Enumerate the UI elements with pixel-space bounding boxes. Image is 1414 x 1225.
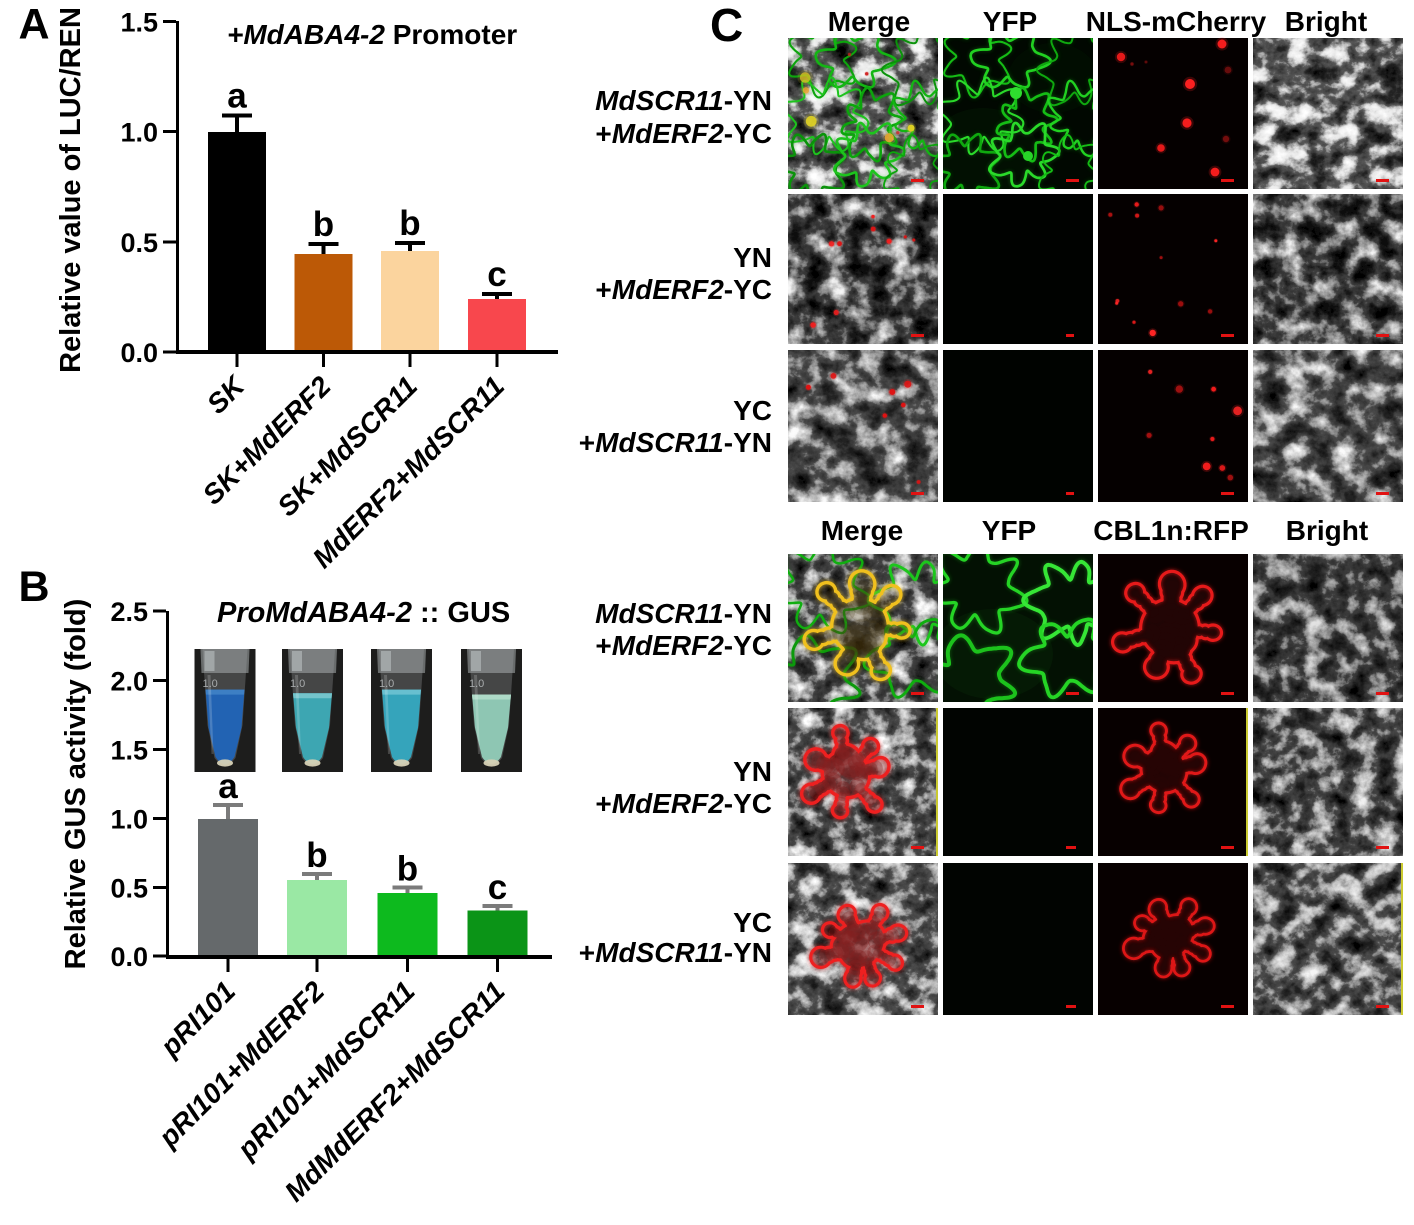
svg-text:YFP: YFP <box>982 515 1036 546</box>
svg-text:1.0: 1.0 <box>379 678 394 690</box>
svg-text:1.0: 1.0 <box>110 805 148 835</box>
svg-text:0.0: 0.0 <box>120 338 158 368</box>
svg-text:b: b <box>397 850 418 889</box>
svg-text:MdSCR11-YN: MdSCR11-YN <box>595 598 772 629</box>
svg-text:Merge: Merge <box>828 6 910 37</box>
svg-text:0.5: 0.5 <box>110 874 148 904</box>
svg-text:Relative GUS activity (fold): Relative GUS activity (fold) <box>60 599 92 970</box>
svg-text:A: A <box>19 1 50 49</box>
svg-text:B: B <box>19 563 50 611</box>
svg-text:YC: YC <box>733 395 772 426</box>
svg-text:YFP: YFP <box>983 6 1037 37</box>
svg-text:1.5: 1.5 <box>120 8 158 38</box>
svg-text:+MdSCR11-YN: +MdSCR11-YN <box>579 427 772 458</box>
svg-text:Bright: Bright <box>1286 515 1368 546</box>
svg-text:+MdERF2-YC: +MdERF2-YC <box>595 788 772 819</box>
svg-text:2.0: 2.0 <box>110 667 148 697</box>
svg-text:Relative value of LUC/REN: Relative value of LUC/REN <box>55 7 87 373</box>
svg-text:1.0: 1.0 <box>469 678 484 690</box>
svg-text:C: C <box>710 0 743 51</box>
svg-text:c: c <box>488 868 507 907</box>
svg-text:+MdERF2-YC: +MdERF2-YC <box>595 274 772 305</box>
svg-text:YN: YN <box>733 756 772 787</box>
svg-text:+MdSCR11-YN: +MdSCR11-YN <box>579 937 772 968</box>
svg-text:0.0: 0.0 <box>110 942 148 972</box>
svg-text:1.5: 1.5 <box>110 736 148 766</box>
svg-text:+MdERF2-YC: +MdERF2-YC <box>595 630 772 661</box>
svg-text:Bright: Bright <box>1285 6 1367 37</box>
svg-text:1.0: 1.0 <box>203 678 218 690</box>
svg-text:+MdABA4-2 Promoter: +MdABA4-2 Promoter <box>227 19 517 50</box>
svg-text:1.0: 1.0 <box>120 118 158 148</box>
svg-text:c: c <box>487 255 506 294</box>
svg-text:b: b <box>399 204 420 243</box>
svg-text:a: a <box>218 767 238 806</box>
svg-text:b: b <box>313 205 334 244</box>
svg-text:1.0: 1.0 <box>290 678 305 690</box>
svg-text:Merge: Merge <box>821 515 903 546</box>
svg-text:YC: YC <box>733 907 772 938</box>
svg-text:0.5: 0.5 <box>120 228 158 258</box>
svg-text:CBL1n:RFP: CBL1n:RFP <box>1093 515 1249 546</box>
svg-text:YN: YN <box>733 242 772 273</box>
svg-text:ProMdABA4-2 :: GUS: ProMdABA4-2 :: GUS <box>217 597 510 629</box>
svg-text:a: a <box>227 77 247 116</box>
svg-text:+MdERF2-YC: +MdERF2-YC <box>595 118 772 149</box>
svg-text:NLS-mCherry: NLS-mCherry <box>1086 6 1267 37</box>
svg-text:2.5: 2.5 <box>110 597 148 627</box>
svg-text:b: b <box>306 836 327 875</box>
svg-text:MdSCR11-YN: MdSCR11-YN <box>595 85 772 116</box>
